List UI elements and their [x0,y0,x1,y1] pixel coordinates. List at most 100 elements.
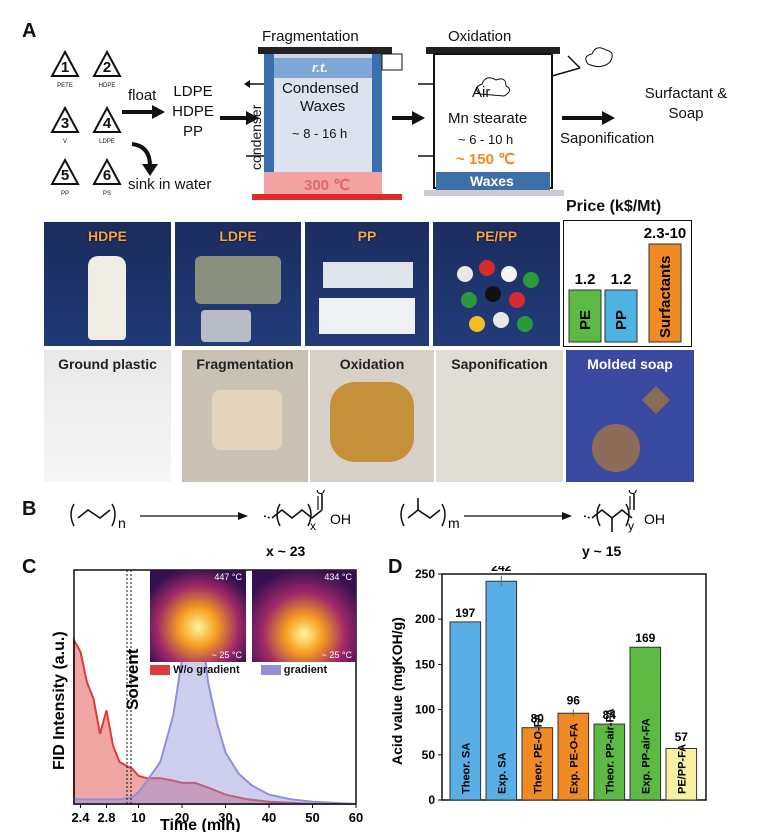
saponification-label: Saponification [560,130,655,147]
bar-3 [521,727,554,801]
bar-value-label: 80 [531,712,545,726]
chromatogram-xlabel: Time (min) [160,817,241,832]
photo-saponification: Saponification [436,350,563,482]
left-oh: OH [330,511,351,527]
to-oxidation-arrow [392,111,425,125]
price-chart: 1.2 1.2 2.3-10 PE PP Surfactants [563,220,692,347]
series-area-wo-gradient [73,636,356,805]
bar-value-label: 96 [567,694,581,708]
saponification-arrow [562,111,615,125]
price-bar-surfactants [648,243,682,343]
solvent-label: Solvent [123,648,142,710]
left-n-sub: n [118,515,126,531]
photo-saponification-caption: Saponification [451,356,548,372]
thermal-image-left: 447 °C ~ 25 °C [150,570,246,662]
photo-pp: PP [305,222,429,346]
recycling-symbol-2: 2 HDPE [92,50,122,89]
recycling-code: V [62,139,67,145]
chromatogram-chart: FID Intensity (a.u.) Time (min) 2.4 2.8 10… [51,569,363,832]
price-label-pp: PP [613,310,630,330]
float-arrow [122,105,165,119]
photo-fragmentation-caption: Fragmentation [196,356,294,372]
chromatogram-legend: W/o gradient gradient [150,664,327,676]
panel-d-letter: D [388,556,403,578]
left-o: O [316,490,325,497]
to-reactor-arrow [220,111,259,125]
y-tick-label: 200 [415,612,435,626]
x-tick-label: 2.8 [97,810,115,825]
panel-a-letter: A [22,20,37,42]
float-products: LDPE HDPE PP [168,82,218,142]
bar-category-label: Exp. SA [496,752,508,794]
legend-gradient: gradient [283,664,328,676]
right-oh: OH [644,511,665,527]
recycling-code: LDPE [99,139,115,145]
recycling-number: 6 [102,167,112,184]
oxidation-time: ~ 6 - 10 h [458,132,514,147]
bar-category-label: Exp. PE-O-FA [568,723,580,794]
bar-value-label: 84 [603,708,617,722]
x-tick-label: 60 [349,810,363,825]
recycling-symbol-6: 6 PS [92,158,122,197]
oxidation-catalyst: Mn stearate [448,110,528,127]
bar-category-label: Theor. SA [460,743,472,794]
condensed-label: Condensed [282,80,359,97]
x-tick-label: 30 [218,810,232,825]
thermal-left-min: ~ 25 °C [211,650,242,660]
y-tick-label: 0 [428,793,435,807]
bar-5 [593,723,626,801]
right-m-sub: m [448,515,460,531]
recycling-number: 4 [102,115,112,132]
photo-pe-pp: PE/PP [433,222,560,346]
bar-1 [449,621,482,801]
photo-pe-pp-caption: PE/PP [475,228,518,244]
bar-value-label: 197 [455,606,475,620]
legend-swatch-gradient [260,665,281,676]
recycling-code: HDPE [98,83,116,89]
price-bar-pp [604,289,638,343]
fragmentation-temp: 300 ℃ [304,177,351,194]
photo-hdpe: HDPE [44,222,171,346]
condenser-label: condenser [248,104,264,170]
price-value-pp: 1.2 [611,271,632,288]
thermal-left-max: 447 °C [214,572,242,582]
sink-arrow [131,142,158,176]
acid-value-chart: 0 50 100 150 200 250 Acid value (mgKOH/g) 197 Th… [389,566,707,807]
photo-ground-caption: Ground plastic [58,356,157,372]
bar-value-label: 57 [675,730,689,744]
acid-chart-ylabel: Acid value (mgKOH/g) [389,617,405,765]
photo-molded-soap: Molded soap [566,350,694,482]
recycling-number: 1 [60,59,70,76]
product-ldpe: LDPE [173,83,213,100]
price-bar-pe [568,289,602,343]
product-pp: PP [182,123,203,140]
oxidation-temp: ~ 150 ℃ [456,151,515,168]
recycling-code: PP [60,191,69,197]
bar-6 [629,646,662,801]
product-hdpe: HDPE [172,103,214,120]
x-tick-label: 2.4 [71,810,90,825]
recycling-number: 3 [60,115,70,132]
left-caption: x ~ 23 [266,543,306,559]
right-caption: y ~ 15 [582,543,622,559]
bar-category-label: Theor. PP-air-FA [604,708,616,794]
oxidation-title: Oxidation [448,28,512,45]
photo-fragmentation: Fragmentation [182,350,308,482]
fragmentation-title: Fragmentation [262,28,359,45]
photo-oxidation: Oxidation [310,350,434,482]
recycling-number: 5 [60,167,70,184]
price-title: Price (k$/Mt) [566,198,662,215]
bar-category-label: Theor. PE-O-FA [532,713,544,794]
bar-category-label: Exp. PP-air-FA [640,718,652,794]
bar-value-label: 242 [491,566,511,574]
photo-ldpe: LDPE [175,222,301,346]
fragmentation-time: ~ 8 - 16 h [292,126,348,141]
recycling-symbol-5: 5 PP [50,158,80,197]
products-label: Surfactant & Soap [644,85,728,122]
recycling-symbol-1: 1 PETE [50,50,80,89]
recycling-number: 2 [102,59,112,76]
photo-molded-soap-caption: Molded soap [587,356,673,372]
panel-b-letter: B [22,498,37,520]
photo-pp-caption: PP [357,228,377,244]
